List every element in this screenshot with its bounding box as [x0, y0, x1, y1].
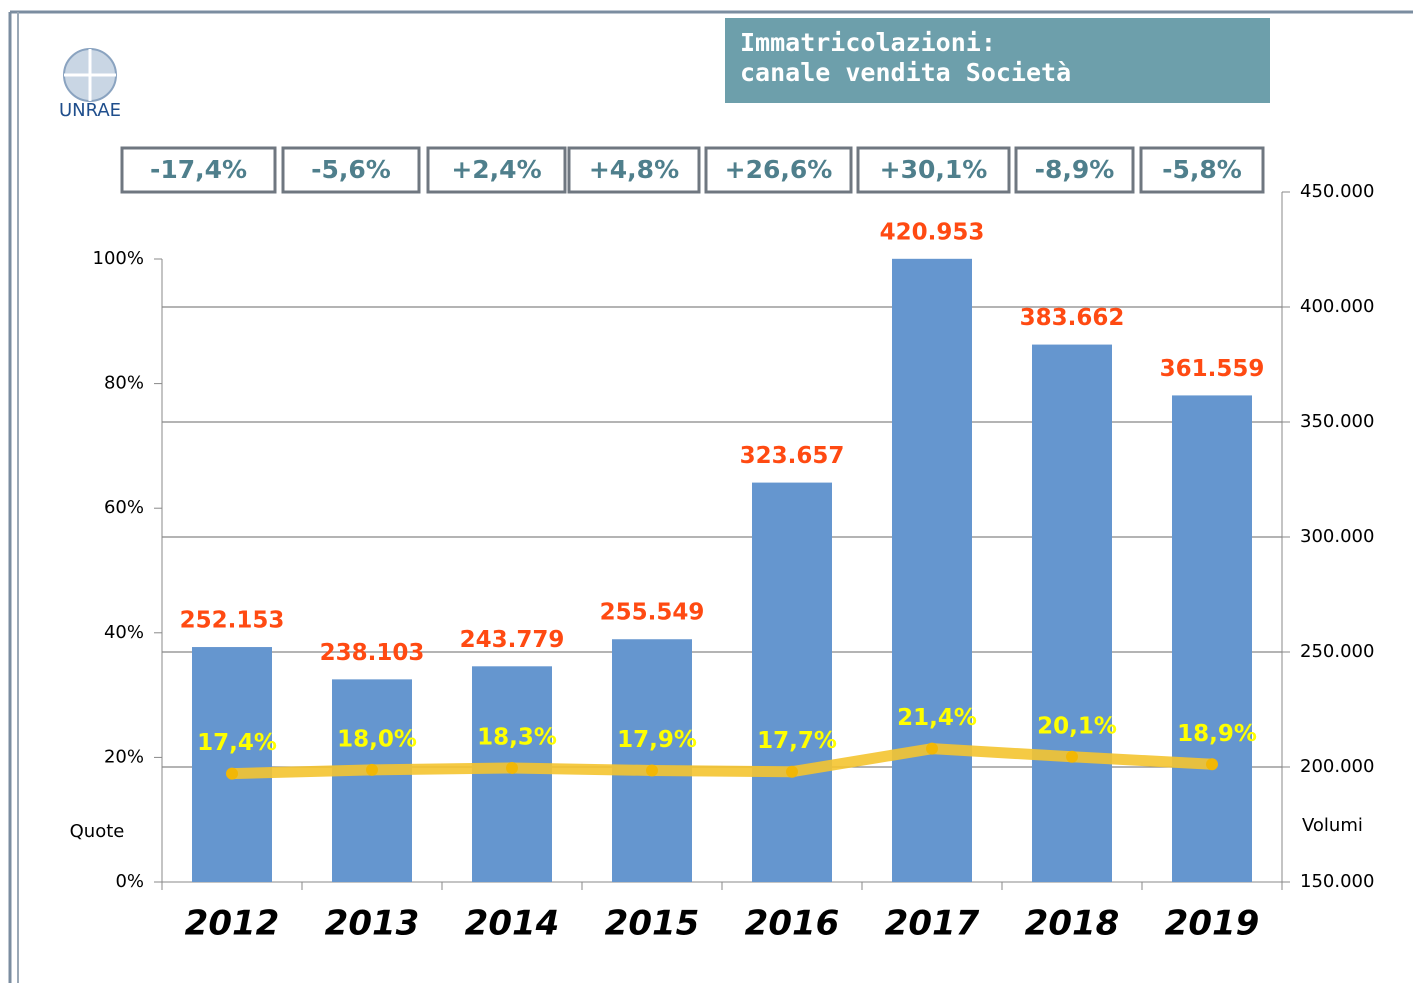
bar-value-label: 323.657	[740, 443, 845, 469]
growth-box	[1139, 146, 1265, 194]
line-point	[1066, 750, 1078, 763]
bar	[1172, 395, 1252, 882]
bar	[752, 482, 832, 882]
logo-icon	[63, 48, 117, 102]
bar-value-label: 243.779	[460, 627, 565, 653]
line-value-label: 21,4%	[897, 705, 977, 731]
line	[231, 743, 1213, 780]
growth-label: -5,8%	[1162, 155, 1242, 184]
bar-value-label: 238.103	[320, 640, 425, 666]
title-line: canale vendita Società	[740, 58, 1071, 87]
line-value-label: 17,9%	[617, 727, 697, 753]
bar	[332, 679, 412, 882]
growth-label: -5,6%	[311, 155, 391, 184]
y2-tick-label: 450.000	[1300, 181, 1374, 202]
bar	[472, 666, 552, 882]
y-tick-label: 40%	[104, 622, 144, 643]
line-point	[926, 742, 938, 755]
line-value-label: 17,7%	[757, 728, 837, 754]
growth-box	[120, 146, 277, 194]
bar-value-label: 420.953	[880, 219, 985, 245]
line-value-label: 18,9%	[1177, 721, 1257, 747]
x-tick-label: 2013	[325, 904, 420, 944]
x-tick-label: 2016	[745, 904, 840, 944]
y2-tick-label: 350.000	[1300, 411, 1374, 432]
growth-label: +30,1%	[880, 155, 988, 184]
line-value-label: 18,3%	[477, 724, 557, 750]
y-tick-label: 60%	[104, 497, 144, 518]
growth-label: +26,6%	[725, 155, 833, 184]
line-point	[226, 767, 238, 780]
growth-label: -8,9%	[1035, 155, 1115, 184]
line-point	[366, 763, 378, 776]
growth-box	[856, 146, 1011, 194]
x-tick-label: 2014	[465, 904, 560, 944]
x-tick-label: 2018	[1025, 904, 1120, 944]
growth-box	[426, 146, 567, 194]
title-box	[725, 18, 1270, 103]
line-value-label: 17,4%	[197, 730, 277, 756]
x-tick-label: 2012	[185, 904, 280, 944]
bar	[192, 647, 272, 882]
growth-box	[704, 146, 853, 194]
growth-box	[567, 146, 701, 194]
growth-label: +2,4%	[451, 155, 541, 184]
x-tick-label: 2019	[1165, 904, 1260, 944]
bar	[612, 639, 692, 882]
logo-text: UNRAE	[59, 100, 121, 121]
bar-value-label: 383.662	[1020, 305, 1125, 331]
line-value-label: 20,1%	[1037, 713, 1117, 739]
bar	[1032, 344, 1112, 882]
growth-box	[281, 146, 421, 194]
y2-axis-label: Volumi	[1302, 815, 1363, 836]
x-tick-label: 2017	[885, 904, 980, 944]
line-value-label: 18,0%	[337, 726, 417, 752]
line-point	[646, 764, 658, 777]
bar-value-label: 361.559	[1160, 356, 1265, 382]
y-tick-label: 80%	[104, 373, 144, 394]
x-tick-label: 2015	[605, 904, 700, 944]
y-axis-label: Quote	[70, 821, 125, 842]
y-tick-label: 20%	[104, 746, 144, 767]
line-point	[786, 765, 798, 778]
y2-tick-label: 150.000	[1300, 871, 1374, 892]
y2-tick-label: 250.000	[1300, 641, 1374, 662]
y2-tick-label: 400.000	[1300, 296, 1374, 317]
bar-value-label: 255.549	[600, 600, 705, 626]
y-tick-label: 0%	[115, 871, 144, 892]
y2-tick-label: 200.000	[1300, 756, 1374, 777]
y2-tick-label: 300.000	[1300, 526, 1374, 547]
bar	[892, 258, 972, 882]
line-point	[506, 761, 518, 774]
growth-label: +4,8%	[589, 155, 679, 184]
line-point	[1206, 758, 1218, 771]
bar-value-label: 252.153	[180, 608, 285, 634]
growth-box	[1014, 146, 1135, 194]
title-line: Immatricolazioni:	[740, 28, 996, 57]
growth-label: -17,4%	[150, 155, 247, 184]
y-tick-label: 100%	[93, 248, 144, 269]
